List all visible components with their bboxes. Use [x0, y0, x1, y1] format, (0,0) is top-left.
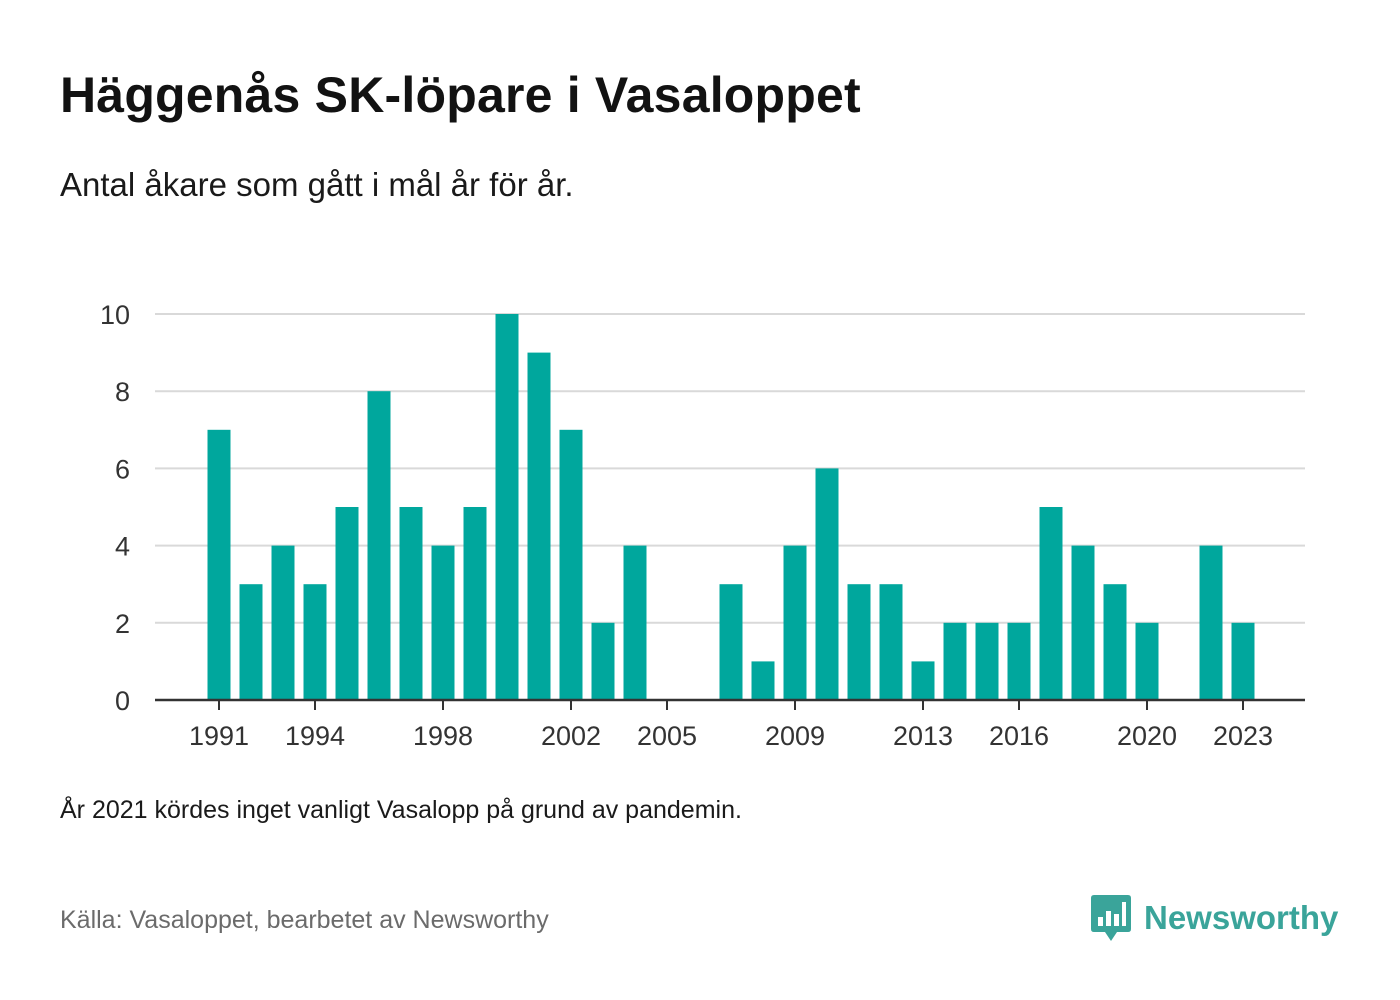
y-tick-label: 8 [115, 377, 130, 407]
bar-1997 [399, 507, 423, 700]
y-tick-label: 10 [100, 300, 130, 330]
bar-2008 [751, 661, 775, 700]
bar-1999 [463, 507, 487, 700]
y-tick-label: 6 [115, 454, 130, 484]
bar-1995 [335, 507, 359, 700]
source-credit: Källa: Vasaloppet, bearbetet av Newswort… [60, 906, 549, 934]
bar-2022 [1199, 545, 1223, 700]
bar-1994 [303, 584, 327, 700]
bar-2020 [1135, 622, 1159, 700]
bar-2018 [1071, 545, 1095, 700]
bar-2002 [559, 429, 583, 700]
bar-1992 [239, 584, 263, 700]
bar-2013 [911, 661, 935, 700]
y-tick-label: 0 [115, 686, 130, 716]
bar-2009 [783, 545, 807, 700]
chart-note: År 2021 kördes inget vanligt Vasalopp på… [60, 796, 742, 824]
bar-2004 [623, 545, 647, 700]
x-tick-label: 1991 [189, 721, 249, 751]
chart-subtitle: Antal åkare som gått i mål år för år. [60, 166, 574, 203]
newsworthy-logo-icon [1091, 895, 1131, 941]
bar-2019 [1103, 584, 1127, 700]
x-tick-label: 2002 [541, 721, 601, 751]
x-tick-label: 2023 [1213, 721, 1273, 751]
bar-2000 [495, 314, 519, 700]
bar-2007 [719, 584, 743, 700]
bar-chart: 0 2 4 6 8 10 1991 1994 1998 2002 2005 2009 2013 2016 2… [100, 300, 1305, 751]
bar-2016 [1007, 622, 1031, 700]
chart-title: Häggenås SK-löpare i Vasaloppet [60, 67, 861, 123]
bar-2015 [975, 622, 999, 700]
bar-2011 [847, 584, 871, 700]
bar-1991 [207, 429, 231, 700]
bar-1996 [367, 391, 391, 700]
bar-2003 [591, 622, 615, 700]
bar-1998 [431, 545, 455, 700]
brand-name: Newsworthy [1144, 899, 1339, 936]
bar-2012 [879, 584, 903, 700]
x-tick-label: 1994 [285, 721, 345, 751]
x-tick-label: 2013 [893, 721, 953, 751]
y-tick-label: 2 [115, 609, 130, 639]
x-tick-label: 2020 [1117, 721, 1177, 751]
y-tick-label: 4 [115, 532, 130, 562]
x-tick-label: 1998 [413, 721, 473, 751]
bar-1993 [271, 545, 295, 700]
bar-2010 [815, 468, 839, 700]
bar-2017 [1039, 507, 1063, 700]
bar-2001 [527, 352, 551, 700]
brand-logo: Newsworthy [1090, 890, 1338, 946]
bar-2014 [943, 622, 967, 700]
bar-2023 [1231, 622, 1255, 700]
x-tick-label: 2005 [637, 721, 697, 751]
x-tick-label: 2016 [989, 721, 1049, 751]
x-tick-label: 2009 [765, 721, 825, 751]
